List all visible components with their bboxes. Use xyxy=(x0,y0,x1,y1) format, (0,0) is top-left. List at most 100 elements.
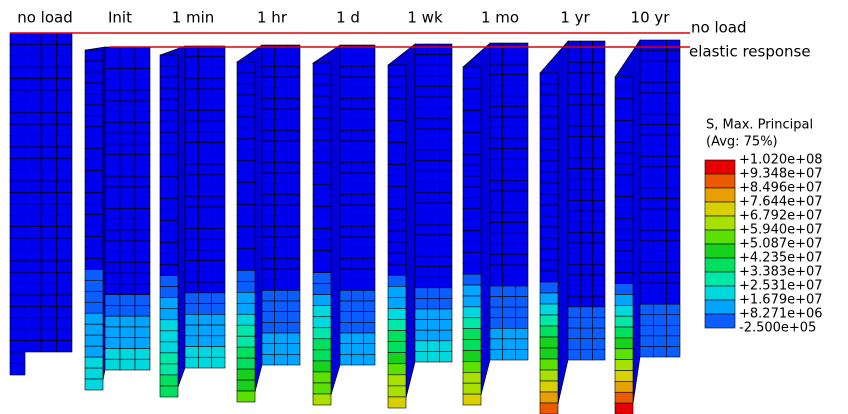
mesh-cell xyxy=(26,193,42,204)
mesh-cell xyxy=(135,198,150,209)
mesh-cell xyxy=(352,280,364,291)
mesh-cell xyxy=(352,237,364,248)
mesh-cell xyxy=(105,122,120,133)
mesh-cell xyxy=(41,124,57,135)
mesh-cell xyxy=(490,202,503,213)
mesh-cell xyxy=(120,273,135,284)
mesh-cell xyxy=(57,67,73,78)
mesh-cell xyxy=(593,254,605,265)
mesh-cell xyxy=(615,207,633,218)
legend-label: -2.500e+05 xyxy=(739,321,816,336)
mesh-cell xyxy=(185,186,198,197)
mesh-cell xyxy=(593,349,605,360)
mesh-cell xyxy=(185,67,198,78)
mesh-cell xyxy=(275,237,288,248)
mesh-cell xyxy=(667,241,680,252)
mesh-cell xyxy=(275,312,288,323)
mesh-cell xyxy=(198,282,211,293)
mesh-cell xyxy=(667,262,680,273)
mesh-cell xyxy=(237,248,255,259)
mesh-cell xyxy=(160,154,178,165)
mesh-cell xyxy=(440,65,452,76)
mesh-cell xyxy=(427,76,439,87)
mesh-cell xyxy=(198,132,211,143)
mesh-cell xyxy=(185,164,198,175)
mesh-cell xyxy=(515,149,528,160)
mesh-cell xyxy=(26,295,42,306)
mesh-cell xyxy=(237,270,255,281)
mesh-cell xyxy=(667,72,680,83)
mesh-cell xyxy=(427,351,439,362)
mesh-cell xyxy=(593,62,605,73)
mesh-cell xyxy=(105,101,120,112)
mesh-cell xyxy=(26,101,42,112)
mesh-cell xyxy=(580,73,592,84)
mesh-cell xyxy=(105,327,120,338)
mesh-cell xyxy=(85,280,103,291)
mesh-cell xyxy=(490,75,503,86)
mesh-cell xyxy=(120,133,135,144)
mesh-cell xyxy=(515,64,528,75)
legend-label: +6.792e+07 xyxy=(739,209,823,224)
mesh-cell xyxy=(540,139,558,150)
column-label: 1 hr xyxy=(257,9,288,27)
mesh-cell xyxy=(120,219,135,230)
mesh-cell xyxy=(160,265,178,276)
mesh-cell xyxy=(352,354,364,365)
mesh-cell xyxy=(363,152,375,163)
mesh-cell xyxy=(262,88,275,99)
mesh-cell xyxy=(212,271,225,282)
mesh-cell xyxy=(105,90,120,101)
mesh-cell xyxy=(667,346,680,357)
mesh-cell xyxy=(41,341,57,352)
mesh-cell xyxy=(463,176,481,187)
mesh-cell xyxy=(580,264,592,275)
mesh-cell xyxy=(41,329,57,340)
mesh-cell xyxy=(120,327,135,338)
mesh-cell xyxy=(10,44,26,55)
mesh-cell xyxy=(415,171,427,182)
mesh-cell xyxy=(580,126,592,137)
mesh-cell xyxy=(415,150,427,161)
mesh-cell xyxy=(440,235,452,246)
mesh-cell xyxy=(490,244,503,255)
mesh-cell xyxy=(10,227,26,238)
mesh-cell xyxy=(580,232,592,243)
mesh-cell xyxy=(185,89,198,100)
mesh-cell xyxy=(440,277,452,288)
mesh-cell xyxy=(57,329,73,340)
mesh-cell xyxy=(287,333,300,344)
mesh-cell xyxy=(515,318,528,329)
mesh-cell xyxy=(57,147,73,158)
mesh-cell xyxy=(440,118,452,129)
mesh-cell xyxy=(287,98,300,109)
mesh-cell xyxy=(340,301,352,312)
mesh-cell xyxy=(41,56,57,67)
mesh-cell xyxy=(415,277,427,288)
mesh-cell xyxy=(135,230,150,241)
legend-swatch xyxy=(705,202,735,216)
mesh-cell xyxy=(653,146,666,157)
mesh-cell xyxy=(185,57,198,68)
mesh-cell xyxy=(57,261,73,272)
mesh-cell xyxy=(26,227,42,238)
mesh-cell xyxy=(212,347,225,358)
mesh-cell xyxy=(85,138,103,149)
mesh-cell xyxy=(160,66,178,77)
mesh-cell xyxy=(237,194,255,205)
mesh-cell xyxy=(212,186,225,197)
mesh-cell xyxy=(615,240,633,251)
mesh-cell xyxy=(490,106,503,117)
mesh-cell xyxy=(275,173,288,184)
mesh-cell xyxy=(490,286,503,297)
mesh-cell xyxy=(198,261,211,272)
mesh-cell xyxy=(363,88,375,99)
mesh-cell xyxy=(26,318,42,329)
mesh-cell xyxy=(503,54,516,65)
mesh-cell xyxy=(287,248,300,259)
mesh-cell xyxy=(615,294,633,305)
mesh-cell xyxy=(10,158,26,169)
mesh-cell xyxy=(503,96,516,107)
mesh-cell xyxy=(615,77,633,88)
mesh-cell xyxy=(615,229,633,240)
